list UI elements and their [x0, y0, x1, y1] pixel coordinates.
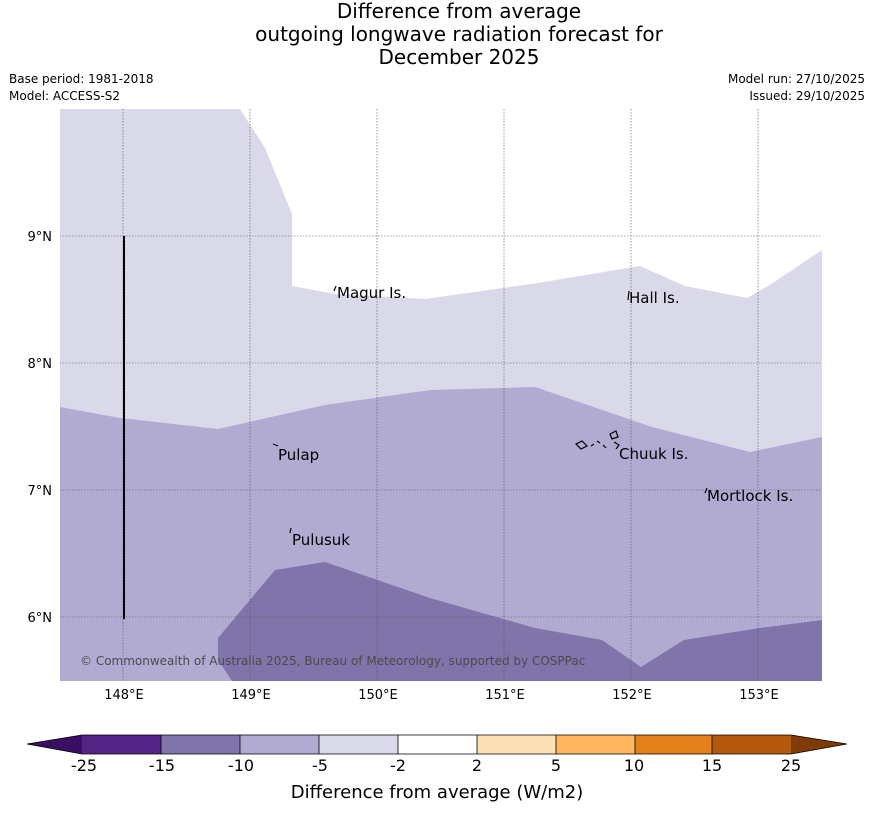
lon-tick: 153°E [739, 688, 779, 703]
colorbar-label: 2 [472, 756, 482, 775]
lon-ticks: 148°E 149°E 150°E 151°E 152°E 153°E [104, 688, 779, 703]
colorbar-segment [398, 735, 477, 754]
island-magur [333, 285, 337, 292]
label-pulusuk: Pulusuk [292, 531, 350, 549]
island-mortlock [704, 487, 708, 494]
lat-ticks: 9°N 8°N 7°N 6°N [28, 230, 53, 626]
colorbar-extend-high [791, 735, 847, 754]
colorbar-title: Difference from average (W/m2) [291, 782, 583, 803]
label-chuuk: Chuuk Is. [619, 445, 688, 463]
colorbar-segment [82, 735, 161, 754]
colorbar-segment [319, 735, 398, 754]
island-hall [627, 290, 630, 301]
colorbar-segment [161, 735, 240, 754]
colorbar-label: 25 [781, 756, 801, 775]
title-line-1: Difference from average [336, 0, 582, 23]
colorbar-label: -2 [390, 756, 406, 775]
colorbar-label: -10 [228, 756, 254, 775]
place-labels: Magur Is. Hall Is. Pulap Chuuk Is. Mortl… [278, 284, 793, 549]
label-mortlock: Mortlock Is. [707, 487, 793, 505]
map-area: Magur Is. Hall Is. Pulap Chuuk Is. Mortl… [60, 109, 822, 681]
colorbar-label: 5 [551, 756, 561, 775]
colorbar-segment [712, 735, 791, 754]
meta-right: Model run: 27/10/2025 Issued: 29/10/2025 [728, 71, 865, 105]
colorbar-label: -25 [71, 756, 97, 775]
island-outlines [272, 285, 708, 534]
base-period-text: Base period: 1981-2018 [9, 72, 154, 86]
label-magur: Magur Is. [337, 284, 406, 302]
model-text: Model: ACCESS-S2 [9, 89, 121, 103]
meta-left: Base period: 1981-2018 Model: ACCESS-S2 [9, 71, 154, 105]
colorbar-label: -5 [312, 756, 328, 775]
lat-tick: 8°N [28, 357, 53, 372]
colorbar-extend-low [27, 735, 82, 754]
fill-band-minus15 [218, 562, 822, 681]
label-hall: Hall Is. [629, 289, 680, 307]
colorbar-segment [240, 735, 319, 754]
colorbar-label: 15 [702, 756, 722, 775]
island-chuuk [574, 430, 620, 450]
colorbar-label: 10 [624, 756, 644, 775]
colorbar-labels: -25 -15 -10 -5 -2 2 5 10 15 25 [71, 756, 801, 775]
fill-band-neutral [240, 109, 822, 299]
issued-text: Issued: 29/10/2025 [749, 89, 865, 103]
colorbar-label: -15 [149, 756, 175, 775]
lon-tick: 149°E [231, 688, 271, 703]
copyright-text: © Commonwealth of Australia 2025, Bureau… [80, 654, 585, 668]
lon-tick: 152°E [612, 688, 652, 703]
lat-tick: 9°N [28, 230, 53, 245]
colorbar [26, 734, 848, 755]
chart-title: Difference from average outgoing longwav… [0, 0, 873, 69]
lon-tick: 150°E [358, 688, 398, 703]
title-line-2: outgoing longwave radiation forecast for [255, 22, 663, 46]
title-line-3: December 2025 [378, 45, 540, 69]
lon-tick: 151°E [485, 688, 525, 703]
lat-tick: 7°N [28, 484, 53, 499]
lon-tick: 148°E [104, 688, 144, 703]
island-pulusuk [289, 527, 292, 534]
colorbar-segment [556, 735, 635, 754]
colorbar-segment [477, 735, 556, 754]
colorbar-segment [635, 735, 712, 754]
model-run-text: Model run: 27/10/2025 [727, 72, 865, 86]
lat-tick: 6°N [28, 611, 53, 626]
island-pulap [272, 443, 279, 447]
label-pulap: Pulap [278, 446, 319, 464]
